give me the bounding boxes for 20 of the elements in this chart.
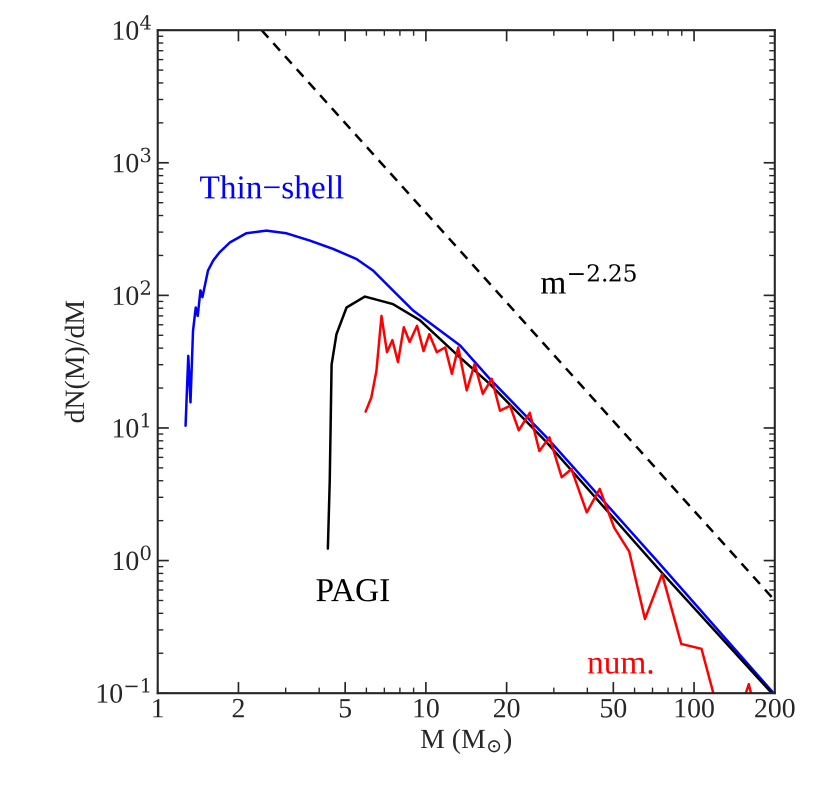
- x-tick-label: 5: [340, 699, 352, 718]
- y-tick-label: 10$^{1}$: [114, 412, 150, 438]
- series-label: m$^{−2.25}$: [541, 264, 636, 294]
- x-axis-title: M (M$_{⊙}$): [420, 728, 512, 754]
- y-tick-label: 10$^{0}$: [114, 545, 151, 570]
- series-label: PAGI: [316, 579, 390, 602]
- y-tick-label: 10$^{2}$: [114, 280, 150, 306]
- x-tick-label: 2: [232, 698, 244, 718]
- x-tick-label: 10: [414, 698, 439, 718]
- x-tick-label: 200: [755, 698, 795, 718]
- x-tick-label: 50: [601, 698, 626, 718]
- y-tick-label: 10$^{−1}$: [98, 678, 150, 703]
- y-tick-label: 10$^{3}$: [114, 148, 150, 172]
- x-tick-label: 100: [676, 698, 714, 718]
- y-tick-label: 10$^{4}$: [114, 15, 151, 40]
- series-label: num.: [588, 658, 652, 674]
- x-tick-label: 1: [153, 698, 163, 718]
- series-label: Thin−shell: [200, 175, 344, 199]
- y-axis-title: dN(M)/dM: [64, 300, 90, 422]
- x-tick-label: 20: [494, 698, 520, 718]
